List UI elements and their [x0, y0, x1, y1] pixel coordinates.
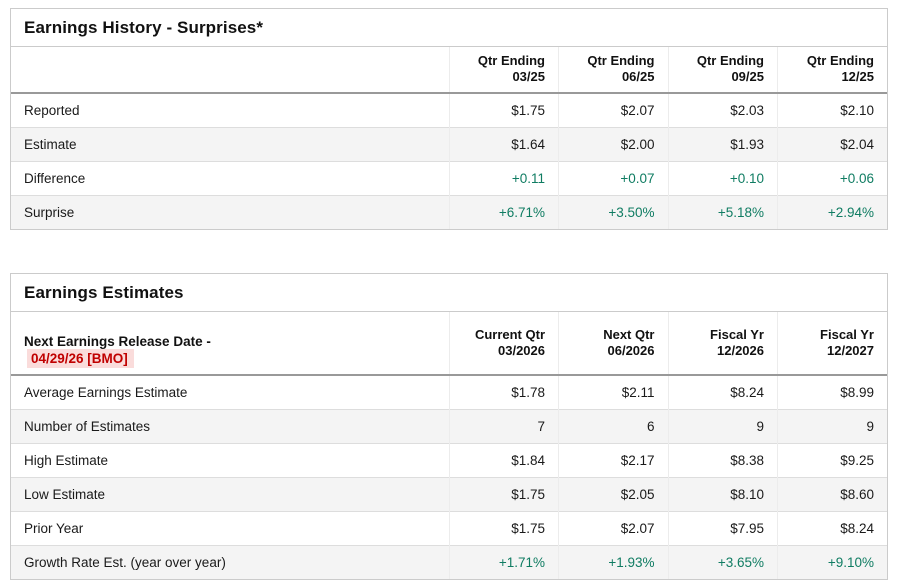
- cell-value: +0.11: [448, 160, 559, 195]
- table-row-difference: Difference +0.11 +0.07 +0.10 +0.06: [11, 160, 887, 195]
- cell-value: +0.06: [777, 160, 887, 195]
- cell-value: 7: [448, 409, 559, 444]
- cell-value: +9.10%: [777, 545, 887, 580]
- cell-value: $1.75: [448, 477, 559, 512]
- row-label: High Estimate: [11, 443, 449, 478]
- row-label: Growth Rate Est. (year over year): [11, 545, 449, 580]
- cell-value: $2.03: [667, 92, 778, 127]
- cell-value: +0.10: [667, 160, 778, 195]
- earnings-estimates-card: Earnings Estimates Next Earnings Release…: [10, 272, 888, 581]
- cell-value: $8.24: [777, 511, 887, 546]
- table-row-average-estimate: Average Earnings Estimate $1.78 $2.11 $8…: [11, 375, 887, 410]
- cell-value: $1.78: [448, 375, 559, 410]
- cell-value: +2.94%: [777, 194, 887, 229]
- table-row-low-estimate: Low Estimate $1.75 $2.05 $8.10 $8.60: [11, 477, 887, 512]
- cell-value: +0.07: [558, 160, 668, 195]
- row-label: Difference: [11, 160, 449, 195]
- history-column-header-q4: Qtr Ending 12/25: [777, 47, 887, 94]
- cell-value: $2.11: [558, 375, 668, 410]
- cell-value: $2.00: [558, 126, 668, 161]
- cell-value: $8.10: [667, 477, 778, 512]
- cell-value: +6.71%: [448, 194, 559, 229]
- earnings-history-title: Earnings History - Surprises*: [11, 9, 887, 47]
- row-label: Low Estimate: [11, 477, 449, 512]
- table-row-number-of-estimates: Number of Estimates 7 6 9 9: [11, 409, 887, 444]
- earnings-history-card: Earnings History - Surprises* Qtr Ending…: [10, 8, 888, 230]
- cell-value: $2.10: [777, 92, 887, 127]
- cell-value: $2.04: [777, 126, 887, 161]
- cell-value: $2.07: [558, 511, 668, 546]
- estimates-column-header-current-qtr: Current Qtr 03/2026: [448, 311, 559, 377]
- cell-value: $1.84: [448, 443, 559, 478]
- earnings-estimates-table: Next Earnings Release Date - 04/29/26 [B…: [11, 311, 887, 580]
- row-label: Estimate: [11, 126, 449, 161]
- cell-value: $1.64: [448, 126, 559, 161]
- cell-value: $8.38: [667, 443, 778, 478]
- cell-value: $1.93: [667, 126, 778, 161]
- estimates-column-header-fiscal-yr-1: Fiscal Yr 12/2026: [667, 311, 778, 377]
- release-date-label: Next Earnings Release Date -: [24, 334, 211, 350]
- cell-value: 6: [558, 409, 668, 444]
- table-row-reported: Reported $1.75 $2.07 $2.03 $2.10: [11, 92, 887, 127]
- cell-value: $8.60: [777, 477, 887, 512]
- cell-value: $1.75: [448, 92, 559, 127]
- cell-value: 9: [777, 409, 887, 444]
- cell-value: +3.65%: [667, 545, 778, 580]
- earnings-estimates-title: Earnings Estimates: [11, 274, 887, 312]
- release-date-badge: 04/29/26 [BMO]: [27, 349, 134, 369]
- cell-value: $2.17: [558, 443, 668, 478]
- row-label: Average Earnings Estimate: [24, 385, 188, 401]
- table-row-high-estimate: High Estimate $1.84 $2.17 $8.38 $9.25: [11, 443, 887, 478]
- history-header-row: Qtr Ending 03/25 Qtr Ending 06/25 Qtr En…: [11, 47, 887, 94]
- cell-value: $9.25: [777, 443, 887, 478]
- cell-value: $8.99: [777, 375, 887, 410]
- row-label: Surprise: [11, 194, 449, 229]
- cell-value: +3.50%: [558, 194, 668, 229]
- next-earnings-release: Next Earnings Release Date - 04/29/26 [B…: [11, 311, 449, 377]
- table-row-growth-rate: Growth Rate Est. (year over year) +1.71%…: [11, 545, 887, 580]
- earnings-history-table: Qtr Ending 03/25 Qtr Ending 06/25 Qtr En…: [11, 47, 887, 229]
- cell-value: $8.24: [667, 375, 778, 410]
- cell-value: +1.71%: [448, 545, 559, 580]
- cell-value: +5.18%: [667, 194, 778, 229]
- history-column-header-q3: Qtr Ending 09/25: [667, 47, 778, 94]
- row-label: Reported: [24, 102, 80, 118]
- table-row-prior-year: Prior Year $1.75 $2.07 $7.95 $8.24: [11, 511, 887, 546]
- estimates-column-header-next-qtr: Next Qtr 06/2026: [558, 311, 668, 377]
- table-row-estimate: Estimate $1.64 $2.00 $1.93 $2.04: [11, 126, 887, 161]
- row-label: Prior Year: [11, 511, 449, 546]
- history-column-header-q2: Qtr Ending 06/25: [558, 47, 668, 94]
- cell-value: 9: [667, 409, 778, 444]
- cell-value: +1.93%: [558, 545, 668, 580]
- cell-value: $7.95: [667, 511, 778, 546]
- estimates-header-row: Next Earnings Release Date - 04/29/26 [B…: [11, 311, 887, 377]
- history-column-header-q1: Qtr Ending 03/25: [448, 47, 559, 94]
- table-row-surprise: Surprise +6.71% +3.50% +5.18% +2.94%: [11, 194, 887, 229]
- history-header-spacer: [11, 47, 449, 94]
- row-label: Number of Estimates: [11, 409, 449, 444]
- cell-value: $2.07: [558, 92, 668, 127]
- estimates-column-header-fiscal-yr-2: Fiscal Yr 12/2027: [777, 311, 887, 377]
- cell-value: $2.05: [558, 477, 668, 512]
- cell-value: $1.75: [448, 511, 559, 546]
